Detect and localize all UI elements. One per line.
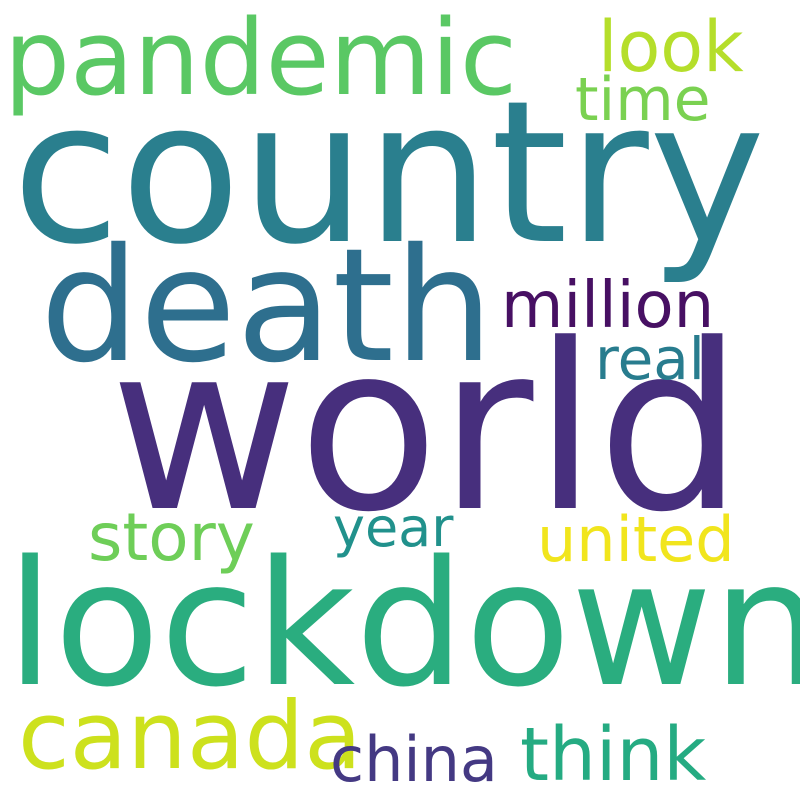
word-lockdown: lockdown	[6, 523, 800, 725]
word-united: united	[537, 503, 735, 576]
word-world: world	[110, 296, 744, 563]
word-year: year	[333, 496, 454, 559]
word-death: death	[40, 215, 494, 398]
word-pandemic: pandemic	[4, 0, 518, 119]
word-china: china	[330, 723, 498, 796]
word-think: think	[520, 712, 707, 798]
word-canada: canada	[18, 682, 362, 791]
word-country: country	[12, 59, 766, 288]
word-look: look	[598, 6, 744, 88]
word-time: time	[575, 65, 711, 135]
word-million: million	[501, 269, 715, 343]
word-real: real	[595, 325, 705, 393]
word-story: story	[88, 499, 255, 576]
